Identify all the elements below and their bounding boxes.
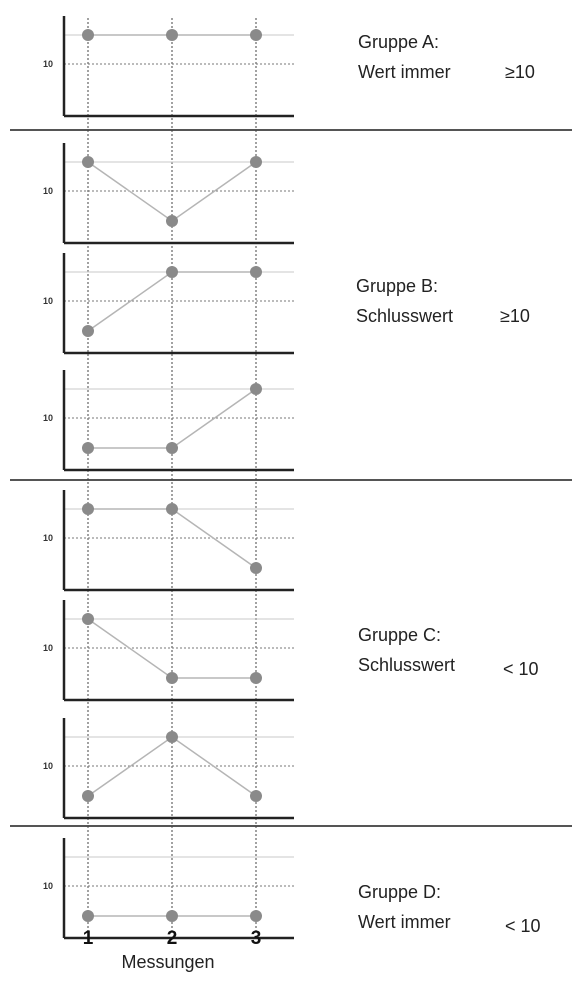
group-condition: ≥10	[500, 306, 530, 326]
group-label-2: Gruppe B: Schlusswert ≥10	[356, 276, 530, 326]
y-tick-label: 10	[43, 761, 53, 771]
x-tick-label: 2	[167, 928, 178, 949]
group-label-4: Gruppe D: Wert immer < 10	[358, 882, 541, 936]
group-label-1: Gruppe A: Wert immer ≥10	[358, 32, 535, 82]
data-point	[250, 562, 262, 574]
group-title: Gruppe A:	[358, 32, 439, 52]
group-label-3: Gruppe C: Schlusswert < 10	[358, 625, 539, 679]
data-point	[82, 910, 94, 922]
data-point	[166, 442, 178, 454]
data-point	[250, 29, 262, 41]
x-axis: 1 2 3 Messungen	[83, 928, 262, 972]
group-subtitle: Wert immer	[358, 62, 451, 82]
x-tick-label: 1	[83, 928, 94, 949]
data-point	[82, 156, 94, 168]
panel-5: 10	[43, 490, 294, 592]
group-title: Gruppe D:	[358, 882, 441, 902]
data-point	[250, 910, 262, 922]
y-tick-label: 10	[43, 413, 53, 423]
data-point	[166, 503, 178, 515]
chart-panels: 10 10 10 10 10 10 10 10	[43, 16, 294, 940]
data-point	[250, 156, 262, 168]
group-subtitle: Schlusswert	[356, 306, 453, 326]
y-tick-label: 10	[43, 643, 53, 653]
data-point	[82, 790, 94, 802]
data-point	[250, 672, 262, 684]
group-title: Gruppe C:	[358, 625, 441, 645]
data-point	[166, 215, 178, 227]
data-point	[166, 29, 178, 41]
group-condition: < 10	[505, 916, 541, 936]
group-separators	[10, 129, 572, 827]
data-point	[250, 790, 262, 802]
x-tick-label: 3	[251, 928, 262, 949]
data-point	[250, 383, 262, 395]
x-axis-title: Messungen	[121, 952, 214, 972]
panel-4: 10	[43, 370, 294, 472]
group-condition: < 10	[503, 659, 539, 679]
group-title: Gruppe B:	[356, 276, 438, 296]
data-point	[166, 266, 178, 278]
y-tick-label: 10	[43, 533, 53, 543]
group-subtitle: Schlusswert	[358, 655, 455, 675]
group-labels: Gruppe A: Wert immer ≥10 Gruppe B: Schlusswe…	[356, 32, 541, 936]
panel-2: 10	[43, 143, 294, 245]
data-point	[166, 731, 178, 743]
y-tick-label: 10	[43, 186, 53, 196]
measurement-guides	[87, 18, 257, 932]
y-tick-label: 10	[43, 296, 53, 306]
y-tick-label: 10	[43, 881, 53, 891]
y-tick-label: 10	[43, 59, 53, 69]
data-point	[82, 442, 94, 454]
group-subtitle: Wert immer	[358, 912, 451, 932]
data-point	[82, 503, 94, 515]
panel-1: 10	[43, 16, 294, 118]
data-point	[82, 29, 94, 41]
data-point	[166, 910, 178, 922]
panel-6: 10	[43, 600, 294, 702]
group-condition: ≥10	[505, 62, 535, 82]
data-point	[82, 325, 94, 337]
panel-7: 10	[43, 718, 294, 820]
data-point	[250, 266, 262, 278]
panel-3: 10	[43, 253, 294, 355]
data-point	[166, 672, 178, 684]
panel-8: 10	[43, 838, 294, 940]
data-point	[82, 613, 94, 625]
